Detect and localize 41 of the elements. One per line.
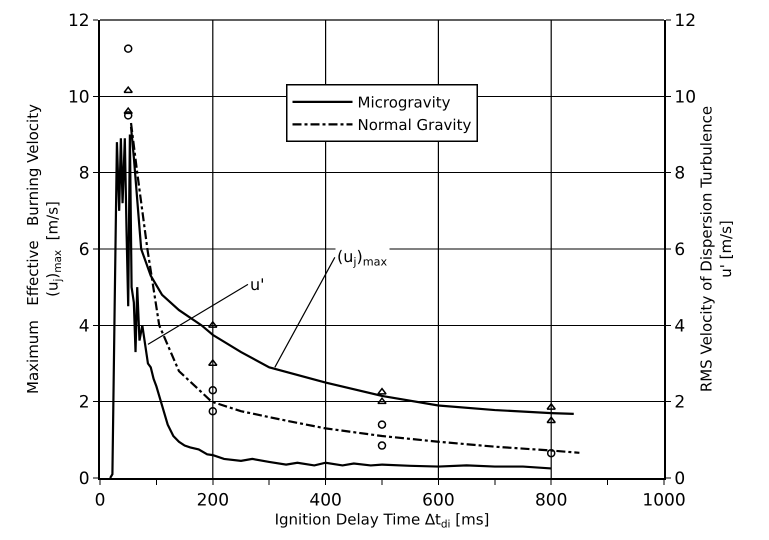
y2-tick-label: 2	[674, 392, 686, 413]
point	[208, 406, 218, 416]
x-tick-label: 600	[422, 490, 455, 510]
point	[208, 386, 218, 394]
y-tick-label: 0	[78, 468, 90, 489]
y2-tick-label: 10	[674, 87, 696, 108]
point	[546, 448, 556, 458]
point	[378, 441, 386, 450]
y-tick-label: 6	[78, 240, 90, 260]
point	[378, 420, 386, 429]
point	[123, 86, 133, 94]
y-tick-label: 10	[68, 87, 90, 108]
x-tick-label: 200	[196, 490, 230, 510]
y2-tick-label: 8	[674, 164, 686, 184]
x-tick-label: 1000	[642, 490, 686, 510]
y-tick-label: 8	[78, 164, 90, 184]
y2-axis-title: RMS Velocity of Dispersion Turbulence u' [m/s]	[698, 106, 736, 392]
x-tick-label: 0	[94, 490, 106, 510]
point	[546, 416, 556, 424]
point	[377, 388, 387, 395]
y-tick-label: 12	[68, 10, 90, 31]
point	[208, 321, 218, 328]
annotation: u'	[250, 275, 265, 294]
y-tick-label: 2	[78, 392, 90, 413]
y2-tick-label: 0	[674, 468, 686, 489]
point	[124, 44, 132, 53]
x-tick-label: 800	[534, 490, 568, 510]
x-axis-title: Ignition Delay Time ∆t$_{di}$ [ms]	[274, 510, 490, 531]
point	[208, 359, 218, 366]
y-tick-label: 4	[78, 316, 90, 336]
legend-label: Microgravity	[358, 94, 451, 112]
y2-tick-label: 12	[674, 10, 696, 31]
y2-tick-label: 4	[674, 316, 686, 336]
y2-tick-label: 6	[674, 240, 686, 260]
legend-label: Normal Gravity	[358, 116, 472, 134]
point	[377, 397, 387, 404]
point	[123, 107, 133, 114]
point	[546, 403, 556, 410]
annotation: (u$_{j}$)$_{max}$	[337, 247, 388, 268]
point	[124, 111, 132, 120]
x-tick-label: 400	[309, 490, 342, 510]
